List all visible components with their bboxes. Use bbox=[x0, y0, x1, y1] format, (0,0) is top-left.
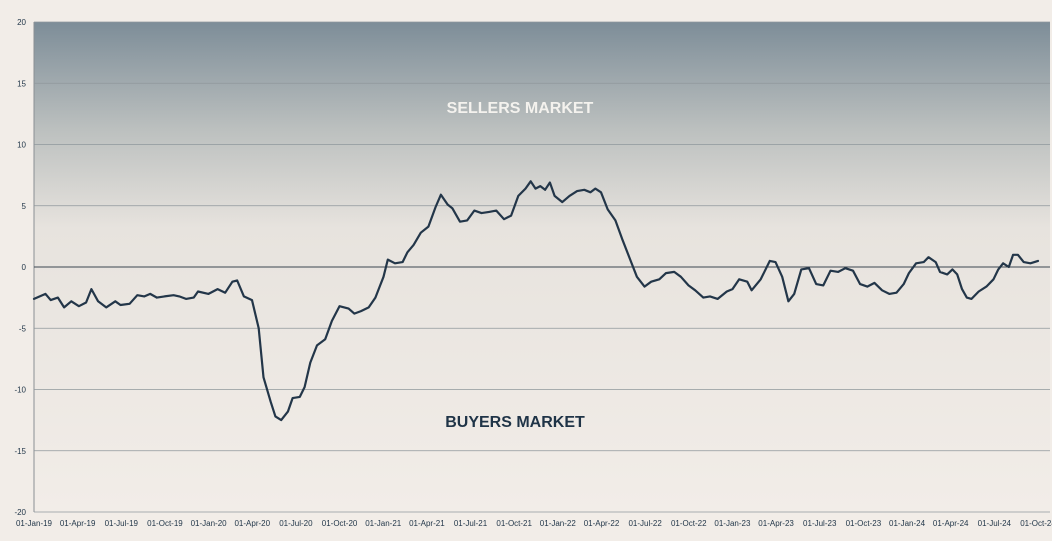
x-tick-label: 01-Jul-20 bbox=[279, 519, 313, 528]
x-tick-label: 01-Jul-21 bbox=[454, 519, 488, 528]
y-tick-label: 10 bbox=[17, 141, 26, 150]
y-tick-label: -5 bbox=[19, 324, 27, 333]
buyers-market-label: BUYERS MARKET bbox=[445, 414, 585, 431]
x-tick-label: 01-Apr-24 bbox=[933, 519, 969, 528]
y-tick-label: -10 bbox=[14, 386, 26, 395]
x-tick-label: 01-Jan-21 bbox=[365, 519, 402, 528]
x-tick-label: 01-Jan-23 bbox=[714, 519, 751, 528]
x-tick-label: 01-Apr-23 bbox=[758, 519, 794, 528]
x-tick-label: 01-Jan-20 bbox=[191, 519, 228, 528]
x-tick-label: 01-Apr-21 bbox=[409, 519, 445, 528]
x-tick-label: 01-Oct-19 bbox=[147, 519, 183, 528]
x-tick-label: 01-Jul-19 bbox=[105, 519, 139, 528]
x-tick-label: 01-Jan-24 bbox=[889, 519, 926, 528]
x-tick-label: 01-Oct-22 bbox=[671, 519, 707, 528]
x-tick-label: 01-Jul-24 bbox=[978, 519, 1012, 528]
x-tick-label: 01-Jul-23 bbox=[803, 519, 837, 528]
y-tick-label: 5 bbox=[22, 202, 27, 211]
y-tick-label: -20 bbox=[14, 508, 26, 517]
x-tick-label: 01-Apr-19 bbox=[60, 519, 96, 528]
x-tick-label: 01-Apr-22 bbox=[584, 519, 620, 528]
x-tick-label: 01-Jul-22 bbox=[628, 519, 662, 528]
x-tick-label: 01-Jan-22 bbox=[540, 519, 577, 528]
x-tick-label: 01-Oct-21 bbox=[496, 519, 532, 528]
y-tick-label: 0 bbox=[22, 263, 27, 272]
x-tick-label: 01-Oct-23 bbox=[846, 519, 882, 528]
series-line bbox=[32, 180, 1040, 422]
y-tick-label: -15 bbox=[14, 447, 26, 456]
y-tick-label: 20 bbox=[17, 18, 26, 27]
x-tick-label: 01-Oct-24 bbox=[1020, 519, 1052, 528]
y-tick-label: 15 bbox=[17, 79, 26, 88]
sellers-market-label: SELLERS MARKET bbox=[447, 100, 594, 117]
x-tick-label: 01-Apr-20 bbox=[234, 519, 270, 528]
x-tick-label: 01-Jan-19 bbox=[16, 519, 53, 528]
x-tick-label: 01-Oct-20 bbox=[322, 519, 358, 528]
